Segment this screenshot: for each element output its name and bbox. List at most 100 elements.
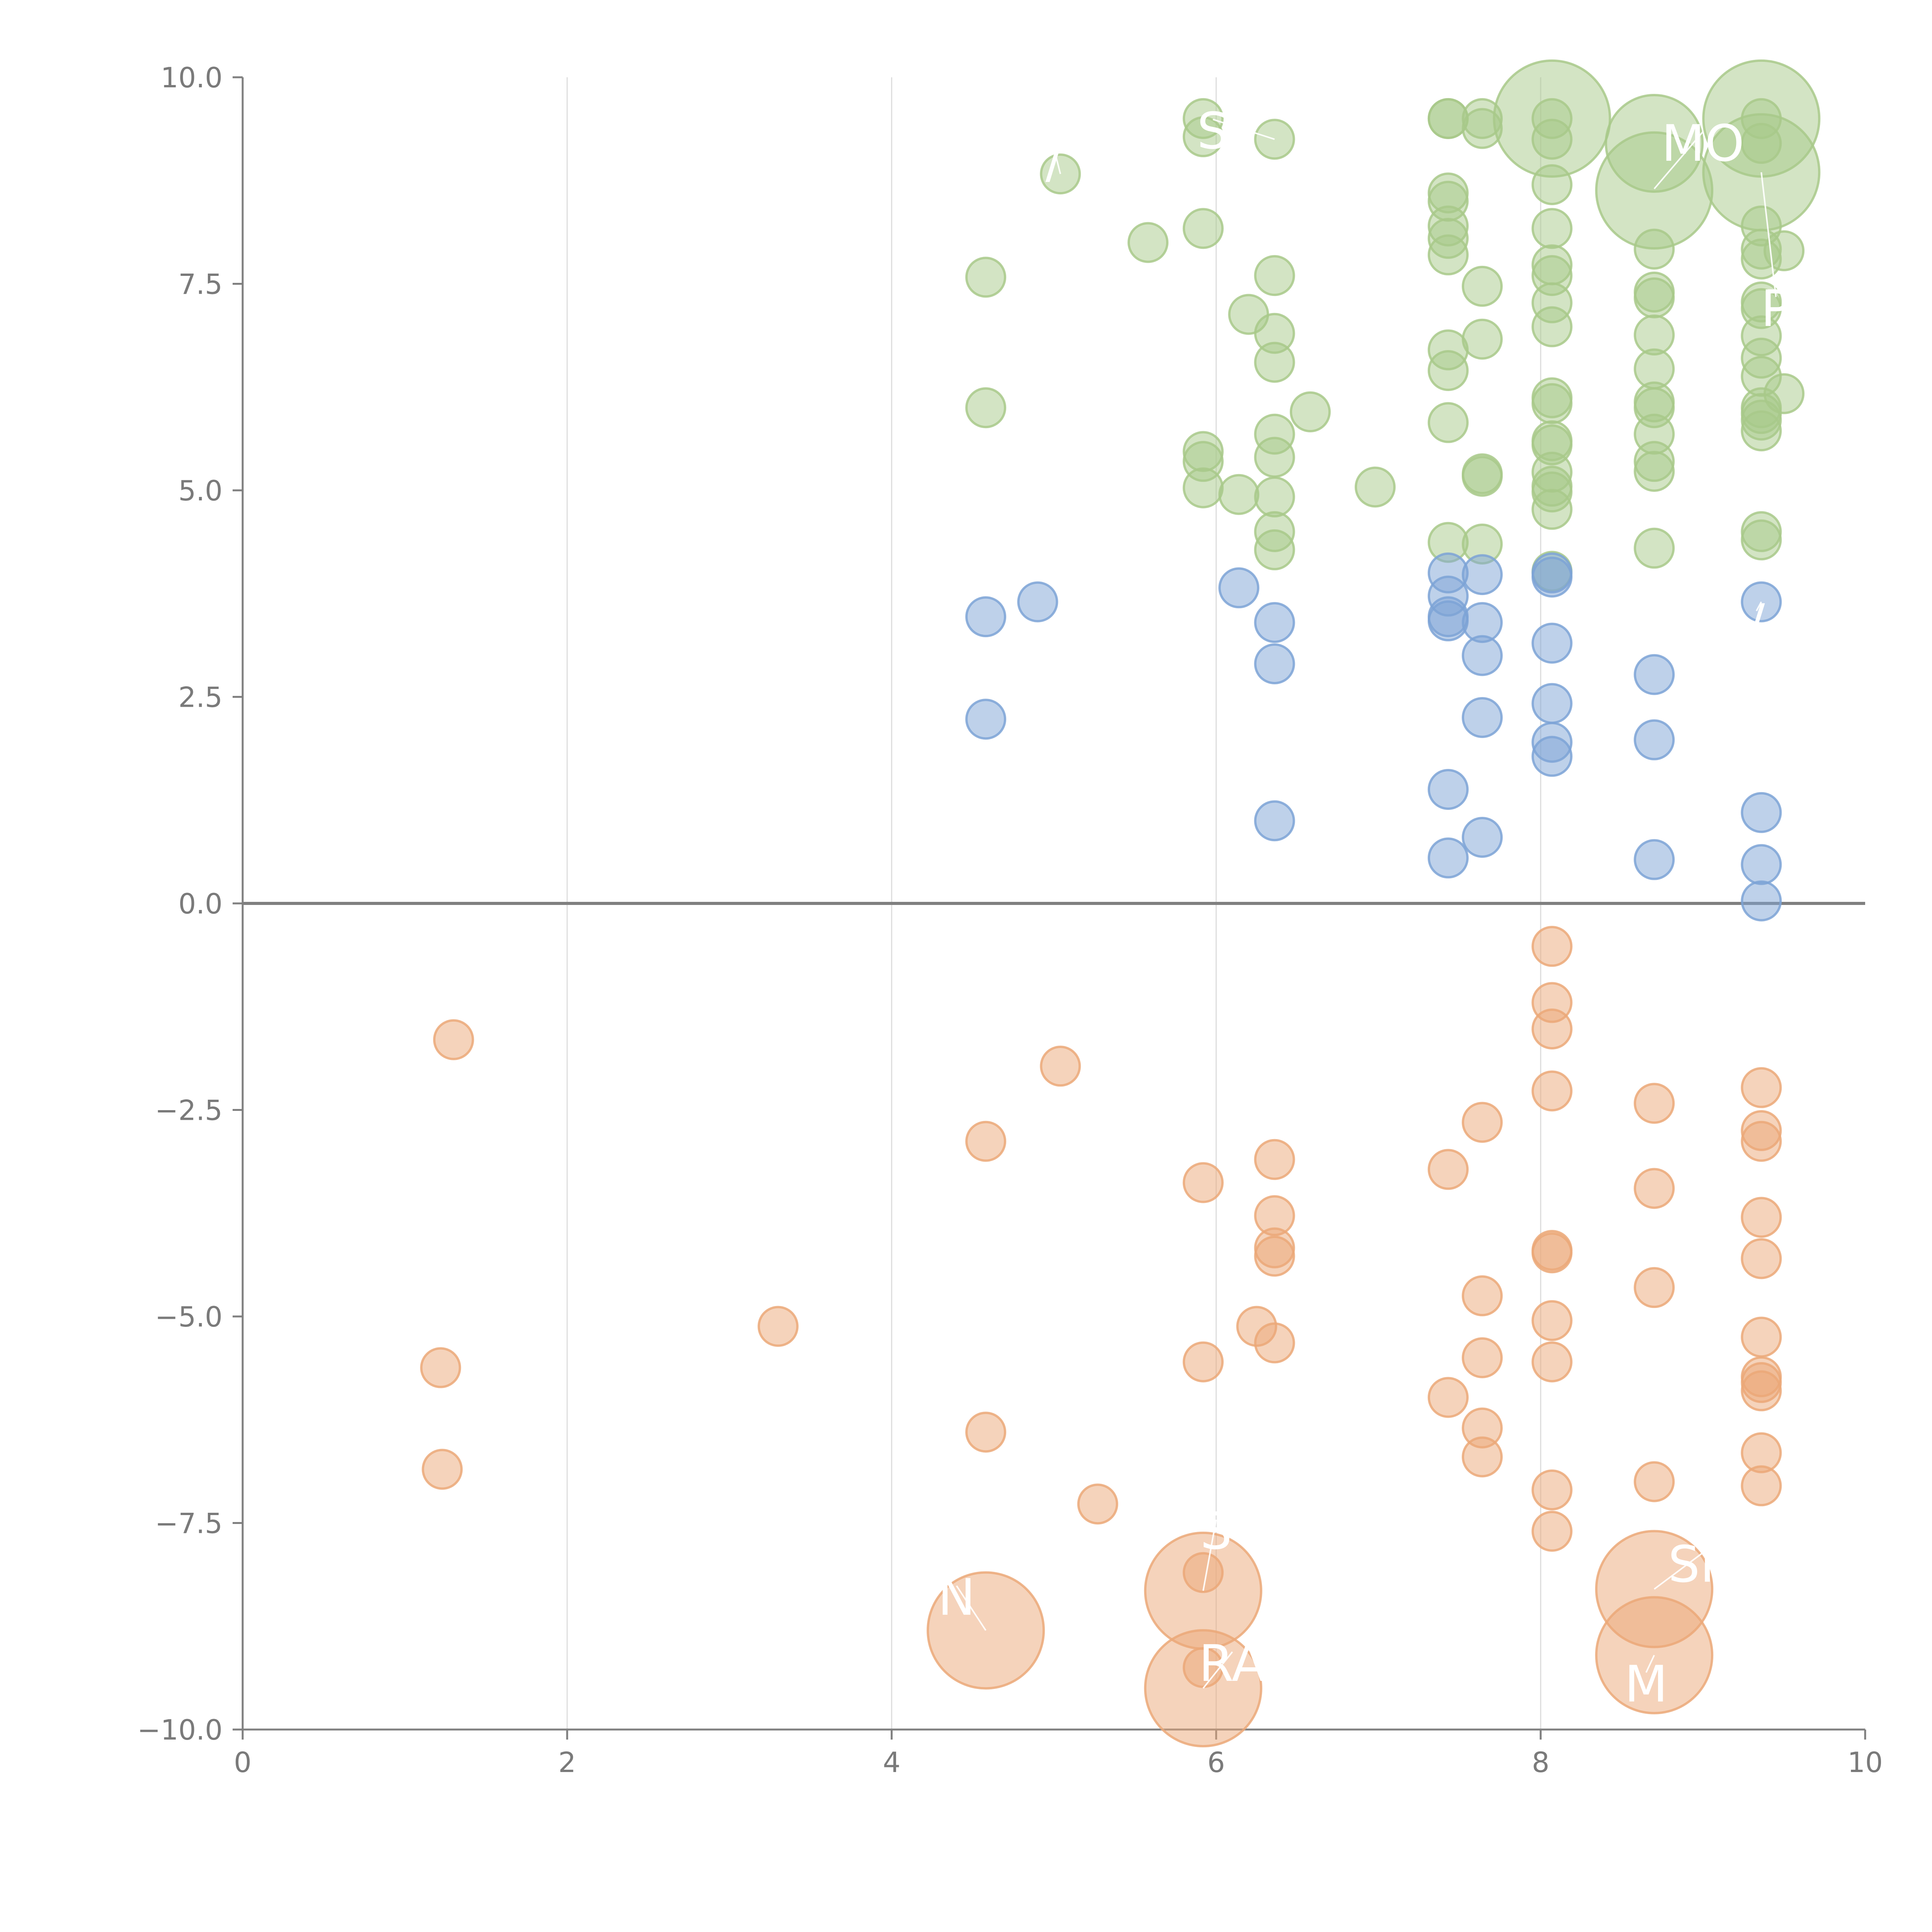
point-label: RA: [1199, 1634, 1266, 1693]
data-point-green: [1182, 208, 1224, 249]
y-tick-label: 10.0: [161, 61, 223, 94]
y-tick-label: −2.5: [155, 1094, 223, 1127]
data-point-orange: [1531, 1341, 1573, 1383]
data-point-orange: [1462, 1102, 1503, 1143]
data-point-orange: [757, 1306, 799, 1347]
data-point-orange: [1254, 1235, 1295, 1277]
data-point-green: [965, 257, 1007, 298]
data-point-green: [1634, 228, 1675, 270]
data-point-blue: [1531, 622, 1573, 664]
data-point-green: [1427, 402, 1469, 443]
data-point-orange: [1531, 1300, 1573, 1341]
data-point-blue: [1017, 581, 1058, 622]
data-point-green: [1128, 222, 1169, 263]
data-point-orange: [420, 1347, 461, 1388]
data-point-blue: [1462, 697, 1503, 738]
x-tick-label: 8: [1532, 1746, 1549, 1779]
data-point-orange: [433, 1019, 474, 1060]
data-point-orange: [1462, 1436, 1503, 1478]
x-tick-label: 10: [1847, 1746, 1883, 1779]
data-point-green: [1634, 451, 1675, 492]
label-leader-line: [1053, 148, 1061, 174]
data-point-orange: [1040, 1046, 1081, 1087]
label-leader-line: [1202, 1519, 1217, 1591]
data-point-orange: [1254, 1322, 1295, 1364]
data-point-green: [1531, 119, 1573, 160]
data-point-green: [1427, 350, 1469, 391]
point-label: S: [1200, 1502, 1232, 1561]
data-point-orange: [1634, 1083, 1675, 1124]
x-tick-label: 0: [234, 1746, 252, 1779]
data-point-green: [1531, 489, 1573, 530]
data-point-blue: [1634, 654, 1675, 695]
point-labels: MO P S / / SH RA N M S: [938, 102, 1791, 1713]
data-point-blue: [1427, 600, 1469, 641]
y-tick-label: 7.5: [178, 268, 223, 301]
data-point-green: [1254, 437, 1295, 478]
data-point-blue: [1427, 837, 1469, 879]
data-point-blue: [1634, 719, 1675, 760]
y-tick-label: −5.0: [155, 1301, 223, 1333]
data-point-green: [1764, 373, 1805, 414]
data-point-blue: [1531, 736, 1573, 777]
data-point-orange: [1531, 1510, 1573, 1552]
point-label: /: [1748, 593, 1765, 652]
data-point-green: [1218, 474, 1260, 515]
data-point-green: [1531, 306, 1573, 347]
data-point-orange: [1077, 1483, 1118, 1525]
data-point-green: [1531, 164, 1573, 205]
data-point-blue: [1254, 602, 1295, 643]
data-point-orange: [1427, 1377, 1469, 1418]
data-point-orange: [1531, 926, 1573, 967]
axes: [242, 77, 1865, 1731]
data-point-orange: [1741, 1197, 1782, 1238]
data-point-orange: [1182, 1162, 1224, 1203]
points: [420, 59, 1821, 1748]
data-point-blue: [1254, 800, 1295, 842]
point-label: /: [1046, 131, 1063, 189]
data-point-green: [1764, 230, 1805, 271]
data-point-orange: [1531, 1070, 1573, 1112]
label-leader-line: [1653, 131, 1704, 189]
data-point-blue: [1741, 792, 1782, 833]
data-point-green: [1254, 529, 1295, 570]
data-point-orange: [965, 1121, 1007, 1162]
data-point-orange: [1531, 1232, 1573, 1274]
x-tick-label: 4: [883, 1746, 901, 1779]
data-point-green: [1289, 391, 1331, 432]
x-tick-label: 2: [558, 1746, 576, 1779]
data-point-orange: [1741, 1067, 1782, 1108]
data-point-green: [1254, 342, 1295, 383]
data-point-orange: [1531, 1008, 1573, 1049]
data-point-green: [1634, 277, 1675, 318]
data-point-green: [1741, 123, 1782, 164]
data-point-green: [1182, 467, 1224, 509]
data-point-blue: [1741, 844, 1782, 885]
data-point-orange: [1741, 1316, 1782, 1358]
data-point-orange: [1182, 1341, 1224, 1383]
data-point-orange: [1254, 1139, 1295, 1180]
point-label: P: [1761, 279, 1791, 338]
data-point-green: [1462, 456, 1503, 497]
label-leader-line: [1213, 119, 1275, 140]
data-point-blue: [1531, 683, 1573, 724]
data-point-blue: [1741, 880, 1782, 922]
data-point-orange: [965, 1412, 1007, 1453]
data-point-green: [1531, 383, 1573, 424]
point-label: S: [1197, 102, 1229, 160]
data-point-green: [1634, 527, 1675, 569]
data-point-orange: [1741, 1121, 1782, 1162]
ticks: 0 2 4 6 8 10 10.0 7.5 5.0 2.5 0.0 −2.5 −5.0 −7.5 −10.0: [137, 61, 1883, 1779]
point-label: MO: [1662, 114, 1745, 173]
label-leader-line: [1653, 1552, 1704, 1590]
y-tick-label: −7.5: [155, 1507, 223, 1540]
data-point-green: [1462, 318, 1503, 360]
data-point-orange: [422, 1449, 463, 1490]
data-point-orange: [1741, 1370, 1782, 1412]
data-point-green: [1741, 410, 1782, 452]
data-point-orange: [1427, 1149, 1469, 1190]
data-point-blue: [1462, 635, 1503, 676]
data-point-blue: [1634, 839, 1675, 880]
data-point-orange: [1741, 1465, 1782, 1507]
data-point-orange: [1634, 1168, 1675, 1209]
